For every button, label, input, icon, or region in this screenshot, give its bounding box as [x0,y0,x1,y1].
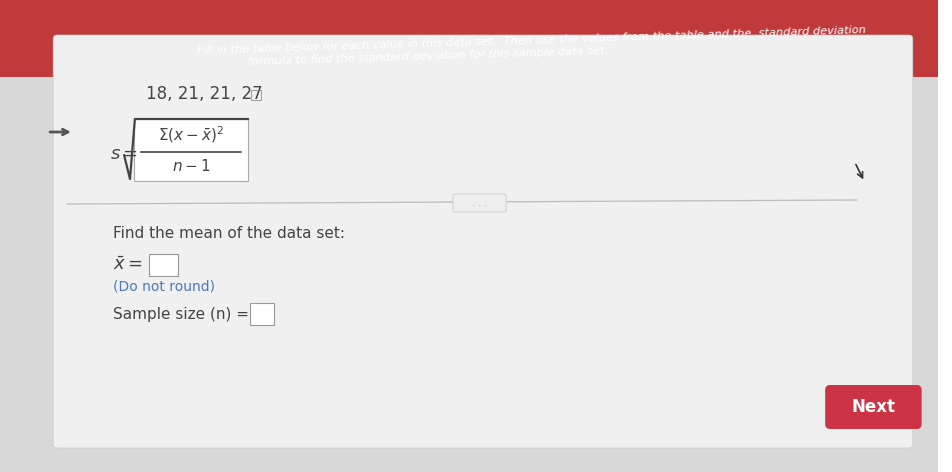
Bar [0,0,938,82]
Text: Next: Next [850,398,895,416]
Text: . . .: . . . [471,198,486,208]
Bar [0,77,938,472]
FancyBboxPatch shape [149,254,178,276]
FancyBboxPatch shape [824,385,921,429]
FancyBboxPatch shape [452,194,506,212]
Text: 18, 21, 21, 27: 18, 21, 21, 27 [146,85,262,103]
FancyBboxPatch shape [53,35,912,448]
Text: Sample size (n) =: Sample size (n) = [113,306,249,321]
FancyBboxPatch shape [134,119,248,181]
Text: $\bar{x}=$: $\bar{x}=$ [113,256,143,274]
Text: $\Sigma(x-\bar{x})^2$: $\Sigma(x-\bar{x})^2$ [158,125,224,145]
Text: formula to find the standard deviation for this sample data set:: formula to find the standard deviation f… [248,45,608,67]
Text: $n-1$: $n-1$ [171,158,210,174]
Text: Fill in the table below for each value in this data set.  Then use the values fr: Fill in the table below for each value i… [197,25,865,56]
FancyBboxPatch shape [249,303,273,325]
Text: Find the mean of the data set:: Find the mean of the data set: [113,227,345,242]
Text: □: □ [249,87,263,101]
Text: $s=$: $s=$ [110,145,138,163]
Text: (Do not round): (Do not round) [113,279,215,293]
